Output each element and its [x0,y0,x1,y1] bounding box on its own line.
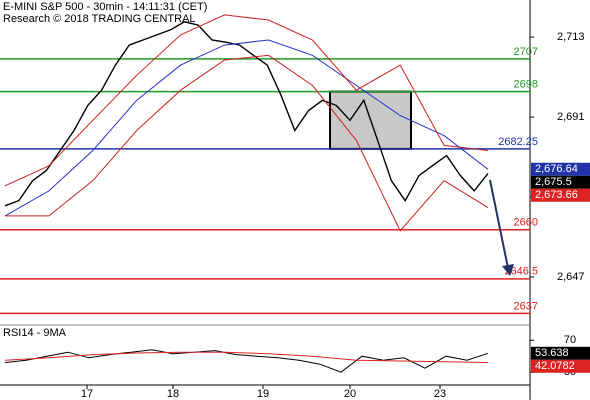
rsi-tick-label: 70 [564,334,576,346]
x-tick-label: 19 [257,388,269,400]
lower-band-line [5,54,489,232]
price-marker-label: 53.638 [535,347,569,359]
price-marker-label: 2,675.5 [535,176,572,188]
chart-title: E-MINI S&P 500 - 30min - 14:11:31 (CET) [3,1,207,13]
price-marker [531,162,590,176]
rsi-title: RSI14 - 9MA [3,327,67,339]
price-marker-label: 2,673.66 [535,189,578,201]
price-marker [531,346,590,360]
price-marker [531,188,590,202]
x-tick-label: 20 [344,388,356,400]
y-tick-label: 2,691 [557,111,585,123]
level-label: 2646.5 [504,266,538,278]
upper-band-line [4,14,489,187]
rsi-line [4,349,489,373]
price-marker [531,359,590,373]
level-label: 2682.25 [498,136,538,148]
level-label: 2698 [514,79,538,91]
y-tick-label: 2,647 [557,271,585,283]
moving-average-line [4,39,489,217]
x-tick-label: 18 [167,388,179,400]
rsi-ma-line [4,351,489,363]
price-line [4,21,489,207]
x-tick-label: 17 [81,388,93,400]
level-label: 2660 [514,217,538,229]
chart-subtitle: Research © 2018 TRADING CENTRAL [3,13,196,25]
x-tick-label: 23 [434,388,446,400]
forecast-arrow [489,179,509,269]
level-label: 2707 [514,46,538,58]
price-marker-label: 42.0782 [535,360,575,372]
arrow-head [502,264,514,276]
y-tick-label: 2,713 [557,31,585,43]
level-label: 2637 [514,300,538,312]
price-marker-label: 2,676.64 [535,163,578,175]
price-marker [531,175,590,189]
